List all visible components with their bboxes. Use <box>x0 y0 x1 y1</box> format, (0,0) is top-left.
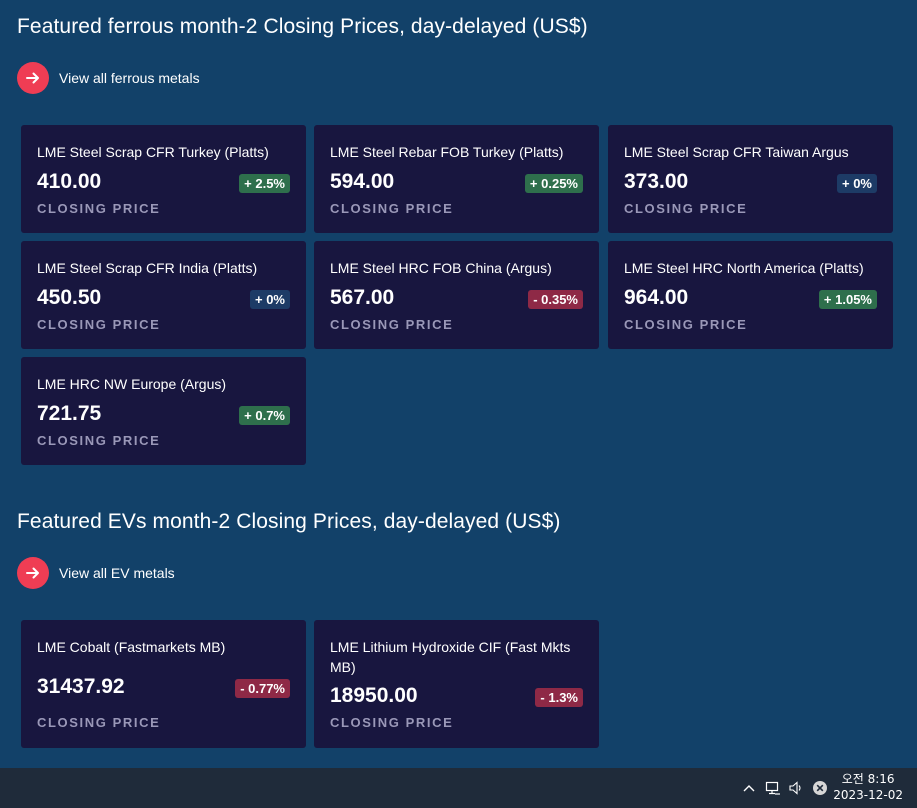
view-all-ev-link[interactable]: View all EV metals <box>17 557 175 589</box>
card-title: LME Steel Scrap CFR India (Platts) <box>37 260 258 276</box>
system-clock[interactable]: 오전 8:16 2023-12-02 <box>833 771 903 803</box>
price-card-steel-hrc-north-america[interactable]: LME Steel HRC North America (Platts) 964… <box>608 241 893 349</box>
card-title: LME Steel Scrap CFR Turkey (Platts) <box>37 144 269 160</box>
change-badge: - 0.77% <box>235 679 290 698</box>
view-all-ferrous-label: View all ferrous metals <box>59 70 200 86</box>
card-price: 31437.92 <box>37 675 125 698</box>
closing-price-label: CLOSING PRICE <box>37 715 161 730</box>
price-card-steel-rebar-turkey[interactable]: LME Steel Rebar FOB Turkey (Platts) 594.… <box>314 125 599 233</box>
clock-date: 2023-12-02 <box>833 788 903 802</box>
ferrous-section-title: Featured ferrous month-2 Closing Prices,… <box>17 15 588 38</box>
card-title: LME HRC NW Europe (Argus) <box>37 376 227 392</box>
change-badge: + 0% <box>837 174 877 193</box>
closing-price-label: CLOSING PRICE <box>330 715 454 730</box>
close-circle-icon[interactable] <box>812 780 828 796</box>
price-card-hrc-nw-europe[interactable]: LME HRC NW Europe (Argus) 721.75 + 0.7% … <box>21 357 306 465</box>
card-title: LME Steel Rebar FOB Turkey (Platts) <box>330 144 564 160</box>
closing-price-label: CLOSING PRICE <box>624 201 748 216</box>
change-badge: - 0.35% <box>528 290 583 309</box>
card-price: 964.00 <box>624 286 689 309</box>
network-icon[interactable] <box>765 780 781 796</box>
price-card-steel-scrap-india[interactable]: LME Steel Scrap CFR India (Platts) 450.5… <box>21 241 306 349</box>
closing-price-label: CLOSING PRICE <box>624 317 748 332</box>
card-title: LME Lithium Hydroxide CIF (Fast Mkts MB) <box>330 639 571 675</box>
card-title: LME Cobalt (Fastmarkets MB) <box>37 639 226 655</box>
card-price: 721.75 <box>37 402 102 425</box>
closing-price-label: CLOSING PRICE <box>37 201 161 216</box>
volume-icon[interactable] <box>788 780 804 796</box>
card-price: 594.00 <box>330 170 395 193</box>
change-badge: + 0.25% <box>524 174 583 193</box>
ev-section-title: Featured EVs month-2 Closing Prices, day… <box>17 510 561 533</box>
card-price: 18950.00 <box>330 684 418 707</box>
closing-price-label: CLOSING PRICE <box>37 317 161 332</box>
closing-price-label: CLOSING PRICE <box>330 201 454 216</box>
change-badge: + 0.7% <box>239 406 290 425</box>
card-price: 373.00 <box>624 170 689 193</box>
price-card-steel-scrap-turkey[interactable]: LME Steel Scrap CFR Turkey (Platts) 410.… <box>21 125 306 233</box>
price-card-cobalt[interactable]: LME Cobalt (Fastmarkets MB) 31437.92 - 0… <box>21 620 306 748</box>
view-all-ferrous-link[interactable]: View all ferrous metals <box>17 62 200 94</box>
arrow-right-icon <box>17 62 49 94</box>
taskbar: 오전 8:16 2023-12-02 <box>0 768 917 808</box>
price-card-steel-scrap-taiwan[interactable]: LME Steel Scrap CFR Taiwan Argus 373.00 … <box>608 125 893 233</box>
arrow-right-icon <box>17 557 49 589</box>
view-all-ev-label: View all EV metals <box>59 565 175 581</box>
change-badge: + 0% <box>250 290 290 309</box>
closing-price-label: CLOSING PRICE <box>330 317 454 332</box>
change-badge: - 1.3% <box>535 688 583 707</box>
card-price: 450.50 <box>37 286 102 309</box>
chevron-up-icon[interactable] <box>741 780 757 796</box>
change-badge: + 2.5% <box>239 174 290 193</box>
price-card-lithium-hydroxide[interactable]: LME Lithium Hydroxide CIF (Fast Mkts MB)… <box>314 620 599 748</box>
clock-time: 오전 8:16 <box>841 772 895 786</box>
change-badge: + 1.05% <box>818 290 877 309</box>
card-title: LME Steel Scrap CFR Taiwan Argus <box>624 144 849 160</box>
card-price: 567.00 <box>330 286 395 309</box>
card-title: LME Steel HRC FOB China (Argus) <box>330 260 552 276</box>
price-card-steel-hrc-china[interactable]: LME Steel HRC FOB China (Argus) 567.00 -… <box>314 241 599 349</box>
card-price: 410.00 <box>37 170 102 193</box>
card-title: LME Steel HRC North America (Platts) <box>624 260 864 276</box>
closing-price-label: CLOSING PRICE <box>37 433 161 448</box>
